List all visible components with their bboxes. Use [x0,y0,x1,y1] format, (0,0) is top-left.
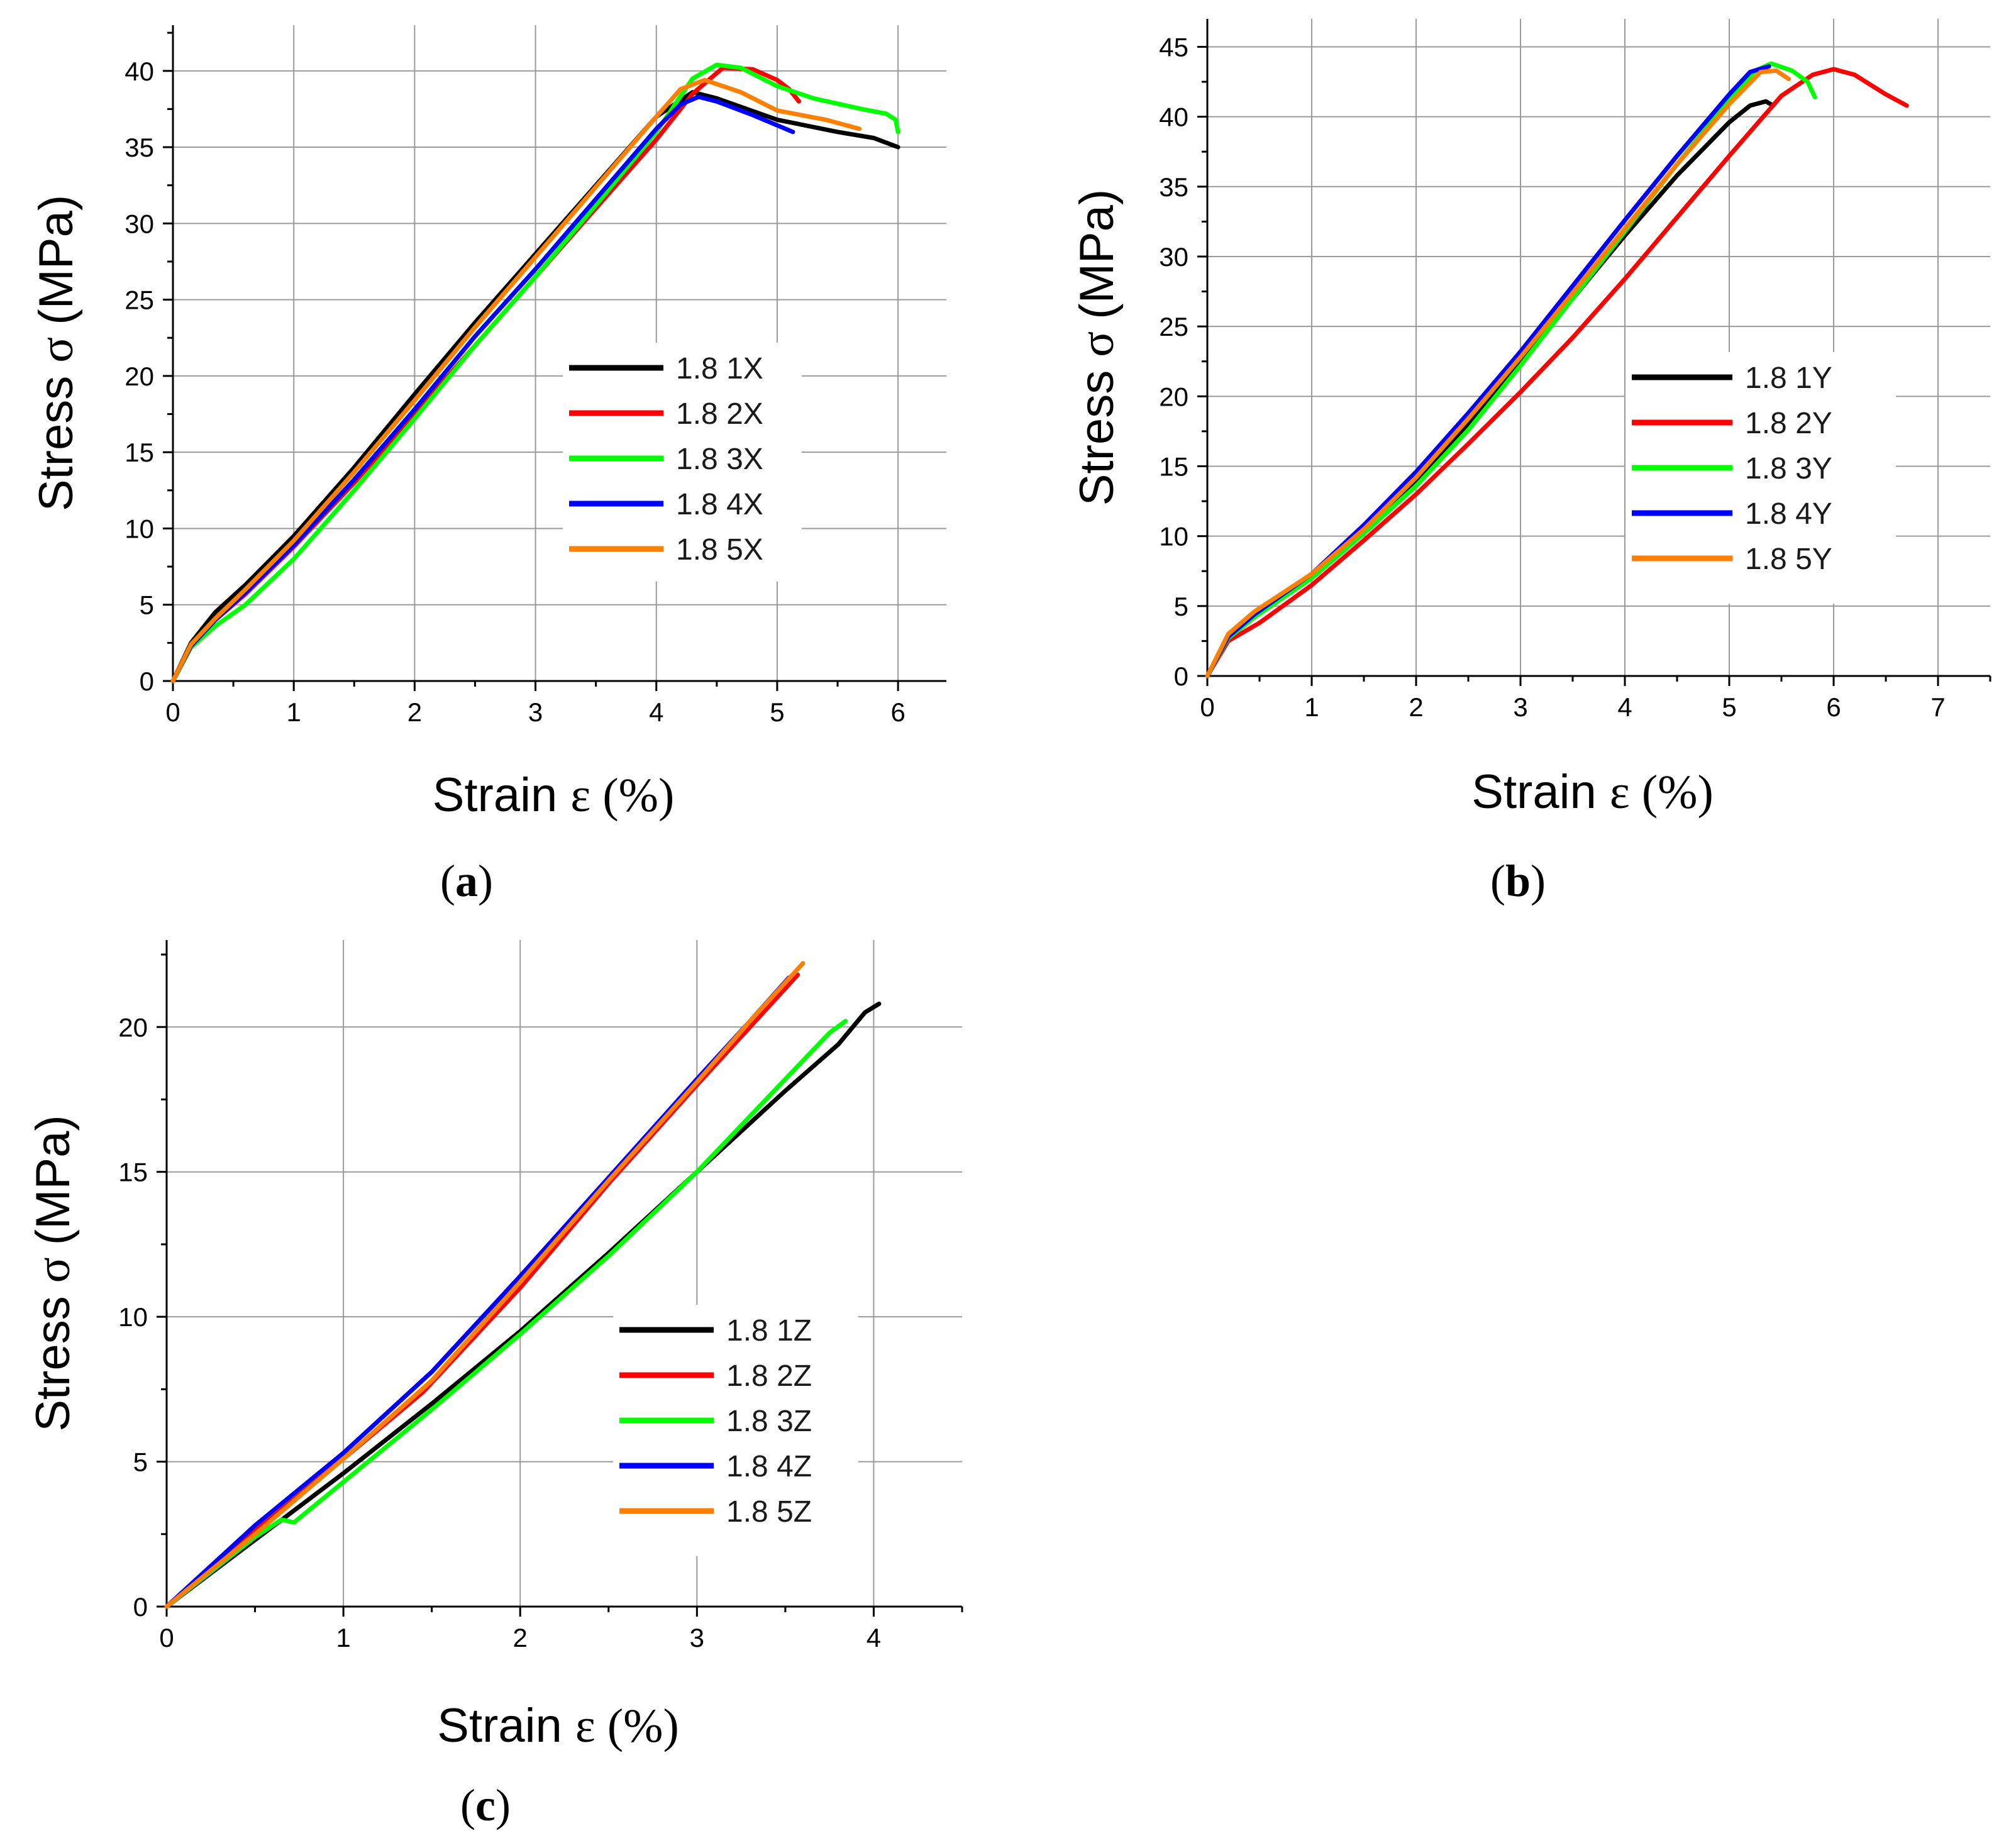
chart-a-series-3 [170,62,900,684]
chart-a-xtick-label-1: 1 [287,697,301,727]
chart-c-group: 0 1 2 3 4 0 5 10 15 20 1.8 1Z 1.8 2Z 1.8 3Z 1.8 4Z 1.8… [26,940,963,1752]
chart-b-ytick-label-3: 15 [1159,451,1188,481]
chart-b-legend-label-4: 1.8 4Y [1745,497,1832,531]
chart-b-ytick-label-2: 10 [1159,522,1188,551]
chart-a-ytick-label-4: 20 [125,362,154,391]
chart-a-xtick-label-4: 4 [649,697,663,727]
chart-b-ytick-label-6: 30 [1159,242,1188,272]
chart-b-y-axis-title-unit: (MPa) [1070,189,1124,319]
chart-a-y-axis-title-word: Stress [30,363,83,512]
chart-b-xtick-label-2: 2 [1409,692,1423,722]
chart-b-legend-label-2: 1.8 2Y [1745,407,1832,440]
chart-a-xtick-label-6: 6 [890,697,905,727]
chart-b-legend-label-1: 1.8 1Y [1745,362,1832,395]
chart-c-series-5 [164,961,806,1609]
chart-c-legend-label-3: 1.8 3Z [726,1405,812,1438]
chart-b-y-axis-title-word: Stress [1070,357,1124,506]
chart-c-x-axis-title-word: Strain [437,1699,575,1752]
chart-b-series-3 [1205,61,1817,678]
chart-b-ytick-label-9: 45 [1159,32,1188,62]
chart-c-ytick-label-2: 10 [118,1302,148,1332]
chart-b-legend [1626,352,1896,604]
chart-a-ytick-label-3: 15 [125,438,154,467]
chart-a-xtick-label-5: 5 [770,697,784,727]
chart-c-xtick-label-3: 3 [690,1623,704,1652]
chart-b-xtick-label-1: 1 [1304,692,1319,722]
chart-c-x-axis-title-unit: ε (%) [575,1700,679,1752]
chart-c-xtick-label-4: 4 [867,1623,881,1652]
chart-c-legend-label-5: 1.8 5Z [726,1495,812,1529]
chart-c-series-3 [164,1019,848,1609]
chart-b-series-5 [1205,68,1792,678]
chart-b-x-axis-title: Strain ε (%) [1471,765,1714,819]
chart-c-ytick-label-0: 0 [133,1592,148,1622]
chart-a-ytick-label-8: 40 [125,57,154,86]
chart-a-xtick-label-2: 2 [407,697,422,727]
chart-a-legend [563,343,802,582]
chart-c-legend-label-2: 1.8 2Z [726,1359,812,1393]
chart-b-legend-label-3: 1.8 3Y [1745,452,1832,485]
chart-b-series-2 [1205,67,1909,678]
chart-a-y-axis-title: Stress σ (MPa) [30,195,83,511]
chart-c-y-axis-title: Stress σ (MPa) [26,1115,80,1431]
chart-b-xtick-label-3: 3 [1513,692,1527,722]
chart-a-ytick-label-5: 25 [125,285,154,315]
chart-a-legend-label-1: 1.8 1X [676,352,763,385]
chart-b-xtick-label-5: 5 [1722,692,1736,722]
chart-a-y-axis-title-symbol: σ [30,325,83,363]
chart-b-x-axis-title-unit: ε (%) [1610,766,1714,819]
chart-b-xtick-label-6: 6 [1826,692,1841,722]
chart-a-legend-label-4: 1.8 4X [676,488,763,521]
chart-a-ytick-label-0: 0 [140,667,154,696]
chart-c-xtick-label-0: 0 [159,1623,174,1652]
chart-b-ytick-label-1: 5 [1174,592,1188,621]
chart-b-ytick-label-4: 20 [1159,382,1188,411]
chart-a-ytick-label-7: 35 [125,133,154,162]
panel-label-a: (a) [440,856,493,906]
chart-a-ytick-label-1: 5 [140,590,154,620]
chart-a-y-axis-title-unit: (MPa) [30,195,83,325]
chart-c-ytick-label-4: 20 [118,1012,148,1042]
chart-a-xtick-label-3: 3 [528,697,543,727]
chart-a-x-axis-title-unit: ε (%) [570,769,674,822]
chart-a-x-axis-title-word: Strain [433,768,571,822]
chart-b-y-axis-title-symbol: σ [1071,319,1124,357]
chart-b-ytick-label-7: 35 [1159,172,1188,202]
chart-a-ytick-label-2: 10 [125,514,154,543]
chart-b-xtick-label-7: 7 [1930,692,1945,722]
chart-a-xtick-label-0: 0 [165,697,180,727]
chart-c-ytick-label-1: 5 [133,1447,148,1477]
chart-b-x-axis-title-word: Strain [1471,765,1610,819]
chart-b-ytick-label-5: 25 [1159,312,1188,341]
chart-c-xtick-label-1: 1 [336,1623,350,1652]
chart-c-ytick-label-3: 15 [118,1158,148,1187]
chart-b-xtick-label-4: 4 [1617,692,1632,722]
chart-c-y-axis-title-unit: (MPa) [26,1115,80,1245]
panel-label-b: (b) [1490,856,1546,906]
chart-c-x-axis-title: Strain ε (%) [437,1699,679,1752]
chart-c-legend [613,1305,858,1556]
chart-b-legend-label-5: 1.8 5Y [1745,543,1832,576]
chart-a-legend-label-3: 1.8 3X [676,443,763,476]
chart-b-y-axis-title: Stress σ (MPa) [1070,189,1124,506]
chart-c-legend-label-1: 1.8 1Z [726,1314,812,1348]
chart-a-legend-label-2: 1.8 2X [676,397,763,431]
chart-a-group: 0 1 2 3 4 5 6 0 5 10 15 20 25 30 35 40 1.8 1X 1.8 2X 1.8 3… [30,25,946,822]
chart-c-xtick-label-2: 2 [513,1623,528,1652]
chart-a-series-5 [170,77,862,684]
chart-b-xtick-label-0: 0 [1200,692,1214,722]
chart-c-y-axis-title-symbol: σ [27,1245,80,1283]
chart-a-x-axis-title: Strain ε (%) [433,768,675,822]
chart-c-legend-label-4: 1.8 4Z [726,1450,812,1483]
panel-label-c: (c) [460,1780,511,1830]
chart-a-ytick-label-6: 30 [125,209,154,238]
chart-c-y-axis-title-word: Stress [26,1283,80,1432]
chart-a-legend-label-5: 1.8 5X [676,533,763,567]
chart-b-ytick-label-0: 0 [1174,661,1188,691]
chart-b-ytick-label-8: 40 [1159,102,1188,132]
